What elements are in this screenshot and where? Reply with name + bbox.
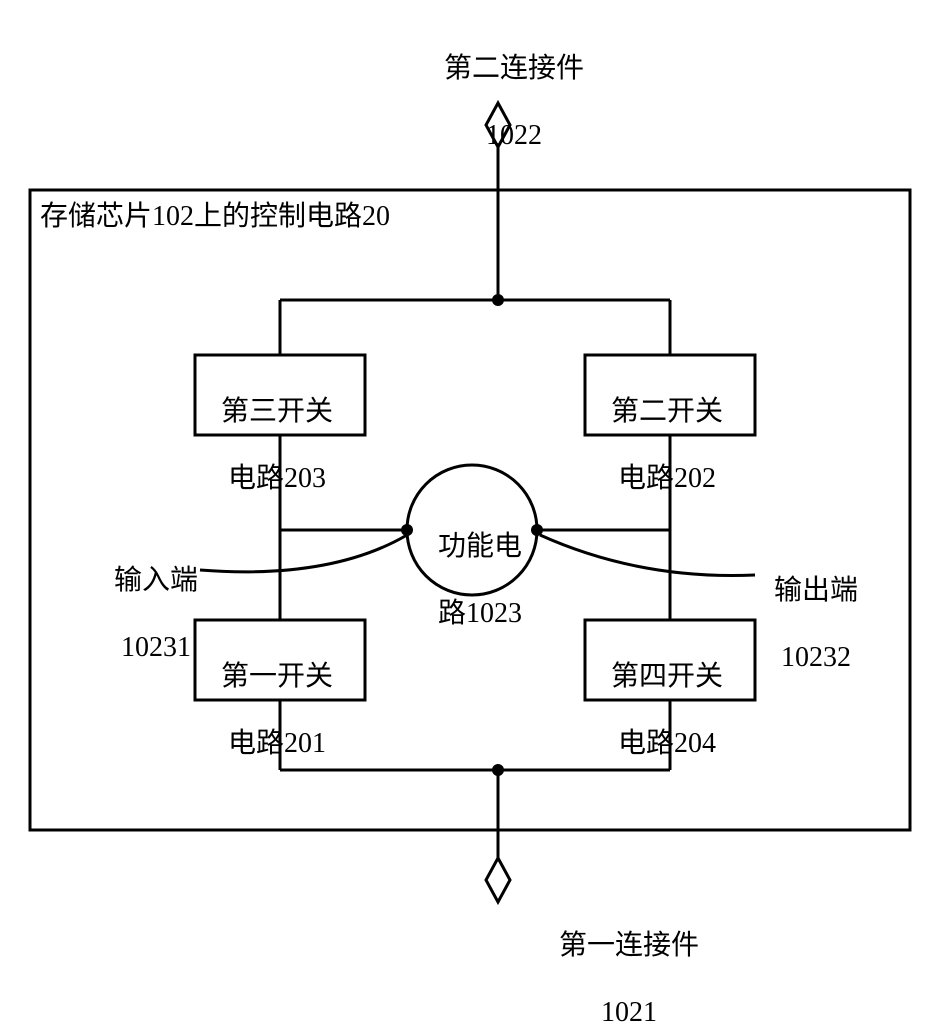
junction-dot-2 — [401, 524, 413, 536]
switch-box-label-sw1: 第一开关 电路201 — [207, 626, 333, 760]
bottom-connector-label: 第一连接件 1021 — [545, 895, 699, 1029]
switch-box-label-sw3: 第三开关 电路203 — [207, 361, 333, 495]
top-connector-line2: 1022 — [486, 120, 542, 151]
top-connector-line1: 第二连接件 — [444, 53, 584, 84]
junction-dot-1 — [492, 764, 504, 776]
top-connector-label: 第二连接件 1022 — [430, 18, 584, 152]
bottom-connector-line1: 第一连接件 — [559, 930, 699, 961]
switch-box-label-sw2: 第二开关 电路202 — [597, 361, 723, 495]
title-label: 存储芯片102上的控制电路20 — [40, 200, 390, 234]
input-leader-curve — [200, 535, 407, 572]
switch-box-label-sw4: 第四开关 电路204 — [597, 626, 723, 760]
bottom-connector-diamond — [486, 858, 510, 902]
output-leader-curve — [540, 535, 755, 576]
junction-dot-0 — [492, 294, 504, 306]
input-side-label: 输入端 10231 — [100, 530, 198, 664]
output-side-label: 输出端 10232 — [760, 540, 858, 674]
bottom-connector-line2: 1021 — [601, 997, 657, 1028]
center-circle-line1: 功能电 — [438, 531, 522, 562]
center-circle-line2: 路1023 — [438, 598, 522, 629]
center-circle-label: 功能电 路1023 — [424, 496, 522, 630]
